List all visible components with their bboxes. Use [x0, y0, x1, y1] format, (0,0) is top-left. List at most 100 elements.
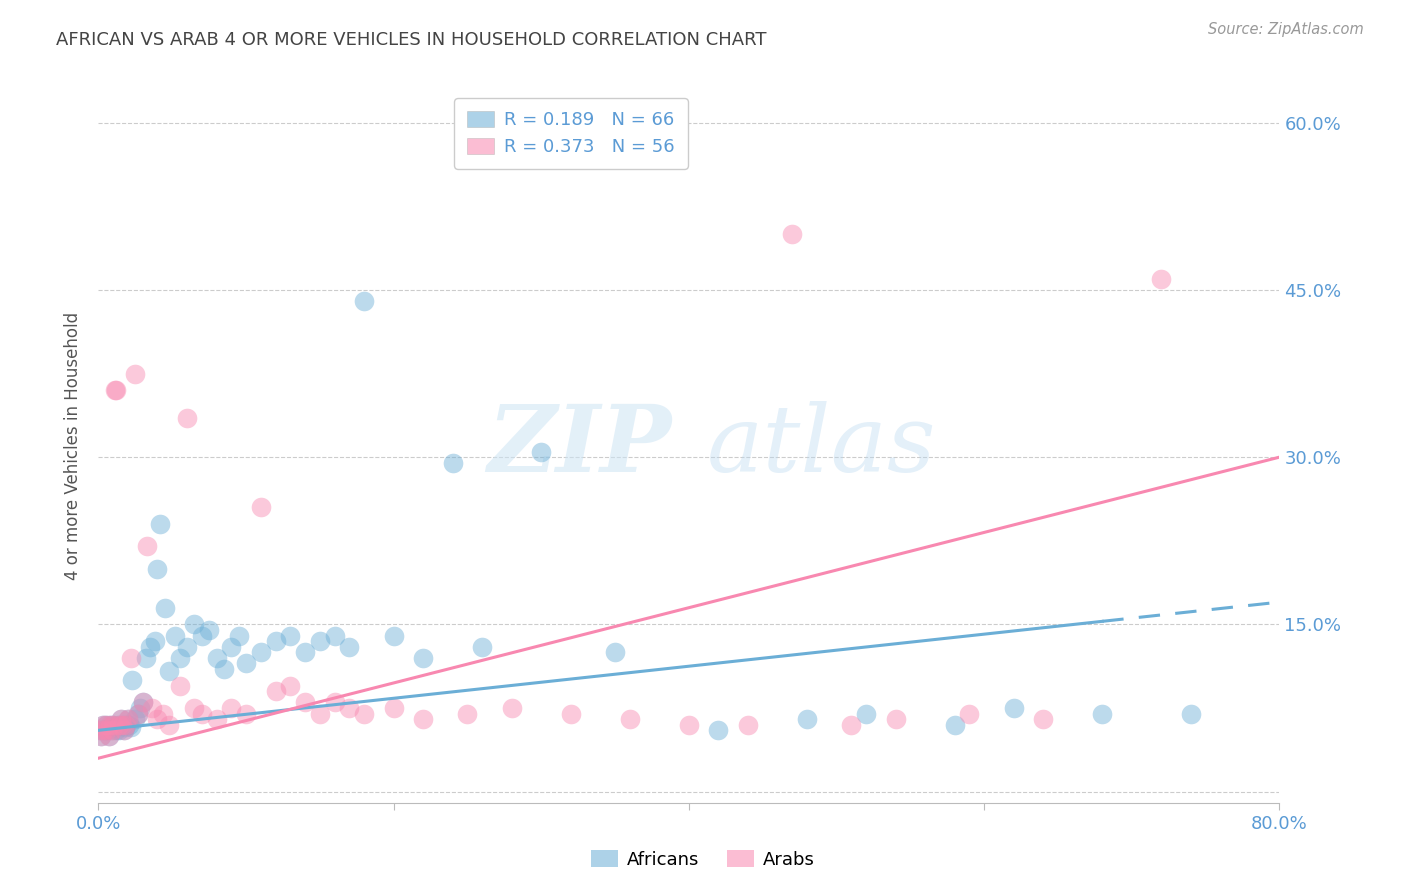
Point — [796, 712, 818, 726]
Point — [294, 696, 316, 710]
Point — [205, 712, 228, 726]
Point — [412, 712, 434, 726]
Point — [135, 651, 157, 665]
Point — [560, 706, 582, 721]
Point — [120, 720, 142, 734]
Point — [382, 628, 405, 642]
Point — [139, 640, 162, 654]
Point — [353, 293, 375, 308]
Point — [97, 729, 120, 743]
Point — [93, 723, 115, 738]
Point — [169, 679, 191, 693]
Point — [143, 634, 166, 648]
Point — [94, 717, 117, 731]
Point — [115, 717, 138, 731]
Point — [841, 717, 863, 731]
Point — [707, 723, 730, 738]
Point — [89, 723, 111, 738]
Point — [117, 712, 139, 726]
Point — [441, 456, 464, 470]
Point — [124, 712, 146, 726]
Point — [176, 640, 198, 654]
Point — [93, 723, 115, 738]
Point — [264, 634, 287, 648]
Point — [1032, 712, 1054, 726]
Point — [855, 706, 877, 721]
Point — [110, 712, 132, 726]
Point — [132, 696, 155, 710]
Point — [100, 723, 122, 738]
Point — [339, 640, 360, 654]
Point — [107, 717, 129, 731]
Point — [103, 717, 125, 731]
Point — [127, 706, 149, 721]
Point — [228, 628, 250, 642]
Point — [100, 723, 122, 738]
Point — [117, 712, 139, 726]
Point — [323, 628, 346, 642]
Point — [124, 367, 146, 381]
Point — [152, 706, 174, 721]
Point — [141, 701, 163, 715]
Legend: R = 0.189   N = 66, R = 0.373   N = 56: R = 0.189 N = 66, R = 0.373 N = 56 — [454, 98, 688, 169]
Point — [146, 712, 169, 726]
Point — [353, 706, 375, 721]
Point — [132, 696, 155, 710]
Point — [90, 729, 112, 743]
Point — [323, 696, 346, 710]
Y-axis label: 4 or more Vehicles in Household: 4 or more Vehicles in Household — [65, 312, 83, 580]
Point — [1150, 271, 1173, 285]
Point — [884, 712, 907, 726]
Point — [219, 701, 242, 715]
Text: ZIP: ZIP — [486, 401, 671, 491]
Point — [127, 706, 149, 721]
Point — [91, 717, 114, 731]
Point — [235, 706, 257, 721]
Text: AFRICAN VS ARAB 4 OR MORE VEHICLES IN HOUSEHOLD CORRELATION CHART: AFRICAN VS ARAB 4 OR MORE VEHICLES IN HO… — [56, 31, 766, 49]
Point — [250, 500, 273, 515]
Point — [619, 712, 641, 726]
Point — [153, 600, 176, 615]
Point — [157, 664, 180, 678]
Point — [212, 662, 235, 676]
Text: atlas: atlas — [707, 401, 936, 491]
Point — [219, 640, 242, 654]
Point — [112, 723, 135, 738]
Point — [250, 645, 273, 659]
Point — [105, 723, 128, 738]
Point — [118, 717, 141, 731]
Point — [1091, 706, 1114, 721]
Point — [121, 673, 143, 687]
Point — [149, 517, 172, 532]
Point — [169, 651, 191, 665]
Point — [165, 628, 187, 642]
Point — [1180, 706, 1202, 721]
Point — [183, 701, 205, 715]
Point — [114, 720, 136, 734]
Point — [456, 706, 478, 721]
Point — [782, 227, 804, 241]
Point — [94, 717, 117, 731]
Point — [111, 717, 134, 731]
Point — [943, 717, 966, 731]
Point — [737, 717, 759, 731]
Point — [278, 628, 302, 642]
Point — [96, 723, 118, 738]
Point — [294, 645, 316, 659]
Point — [90, 729, 112, 743]
Point — [191, 628, 214, 642]
Point — [183, 617, 205, 632]
Point — [89, 723, 111, 738]
Point — [96, 723, 118, 738]
Point — [205, 651, 228, 665]
Point — [110, 712, 132, 726]
Point — [128, 701, 150, 715]
Point — [959, 706, 981, 721]
Point — [278, 679, 302, 693]
Point — [157, 717, 180, 731]
Point — [98, 717, 121, 731]
Point — [146, 562, 169, 576]
Point — [1002, 701, 1025, 715]
Point — [104, 384, 127, 398]
Point — [97, 729, 120, 743]
